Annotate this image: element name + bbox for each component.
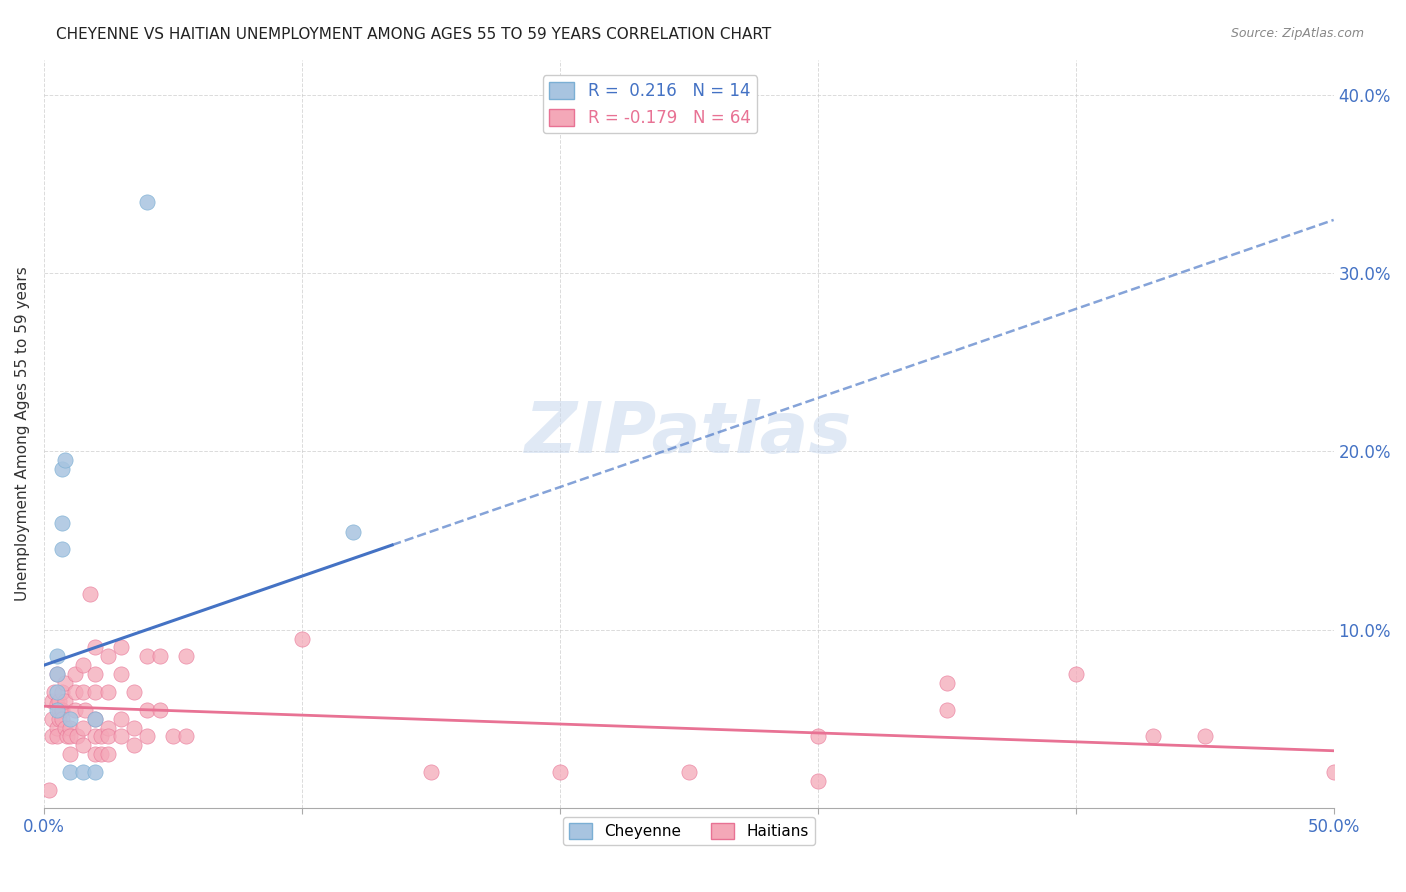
Point (110, 667, 132, 681)
Point (72, 685, 94, 699)
Point (84, 765, 107, 780)
Point (41, 730, 63, 744)
Point (45, 730, 67, 744)
Point (59, 730, 82, 744)
Point (66, 730, 89, 744)
Point (84, 640, 107, 655)
Point (72, 739, 94, 753)
Point (136, 649, 159, 664)
Point (110, 730, 132, 744)
Point (84, 667, 107, 681)
Point (136, 195, 159, 210)
Point (59, 747, 82, 762)
Point (51, 703, 73, 717)
Point (75, 703, 97, 717)
Point (51, 542, 73, 557)
Point (45, 685, 67, 699)
Point (807, 774, 830, 789)
Point (110, 640, 132, 655)
Text: CHEYENNE VS HAITIAN UNEMPLOYMENT AMONG AGES 55 TO 59 YEARS CORRELATION CHART: CHEYENNE VS HAITIAN UNEMPLOYMENT AMONG A… (56, 27, 772, 42)
Point (53, 694, 76, 708)
Point (1142, 730, 1164, 744)
Point (935, 676, 957, 690)
Point (935, 703, 957, 717)
Point (84, 730, 107, 744)
Point (97, 747, 120, 762)
Point (97, 649, 120, 664)
Point (79, 587, 101, 601)
Point (122, 739, 145, 753)
Point (342, 524, 364, 539)
Point (97, 721, 120, 735)
Point (72, 658, 94, 673)
Point (149, 649, 172, 664)
Point (41, 712, 63, 726)
Point (291, 632, 314, 646)
Point (1194, 730, 1216, 744)
Point (97, 730, 120, 744)
Point (48, 712, 70, 726)
Point (72, 721, 94, 735)
Point (41, 694, 63, 708)
Point (44, 685, 66, 699)
Point (84, 712, 107, 726)
Point (136, 703, 159, 717)
Point (48, 703, 70, 717)
Point (51, 685, 73, 699)
Point (548, 765, 571, 780)
Point (45, 703, 67, 717)
Point (63, 685, 86, 699)
Point (53, 721, 76, 735)
Point (51, 516, 73, 530)
Point (45, 667, 67, 681)
Legend: Cheyenne, Haitians: Cheyenne, Haitians (562, 817, 815, 845)
Point (122, 685, 145, 699)
Point (162, 730, 184, 744)
Text: Source: ZipAtlas.com: Source: ZipAtlas.com (1230, 27, 1364, 40)
Point (56, 730, 79, 744)
Point (72, 765, 94, 780)
Point (59, 712, 82, 726)
Text: ZIPatlas: ZIPatlas (524, 400, 852, 468)
Point (59, 721, 82, 735)
Point (90, 747, 112, 762)
Point (51, 462, 73, 476)
Point (174, 730, 197, 744)
Point (97, 685, 120, 699)
Point (51, 712, 73, 726)
Point (63, 703, 86, 717)
Point (678, 765, 700, 780)
Point (84, 712, 107, 726)
Point (174, 649, 197, 664)
Point (136, 730, 159, 744)
Point (1064, 667, 1087, 681)
Point (45, 698, 67, 712)
Point (84, 685, 107, 699)
Point (1323, 765, 1346, 780)
Point (149, 703, 172, 717)
Point (45, 649, 67, 664)
Point (48, 694, 70, 708)
Y-axis label: Unemployment Among Ages 55 to 59 years: Unemployment Among Ages 55 to 59 years (15, 267, 30, 601)
Point (45, 667, 67, 681)
Point (419, 765, 441, 780)
Point (63, 667, 86, 681)
Point (90, 730, 112, 744)
Point (59, 765, 82, 780)
Point (110, 712, 132, 726)
Point (53, 453, 76, 467)
Point (807, 730, 830, 744)
Point (84, 747, 107, 762)
Point (53, 676, 76, 690)
Point (45, 721, 67, 735)
Point (122, 721, 145, 735)
Point (38, 783, 60, 797)
